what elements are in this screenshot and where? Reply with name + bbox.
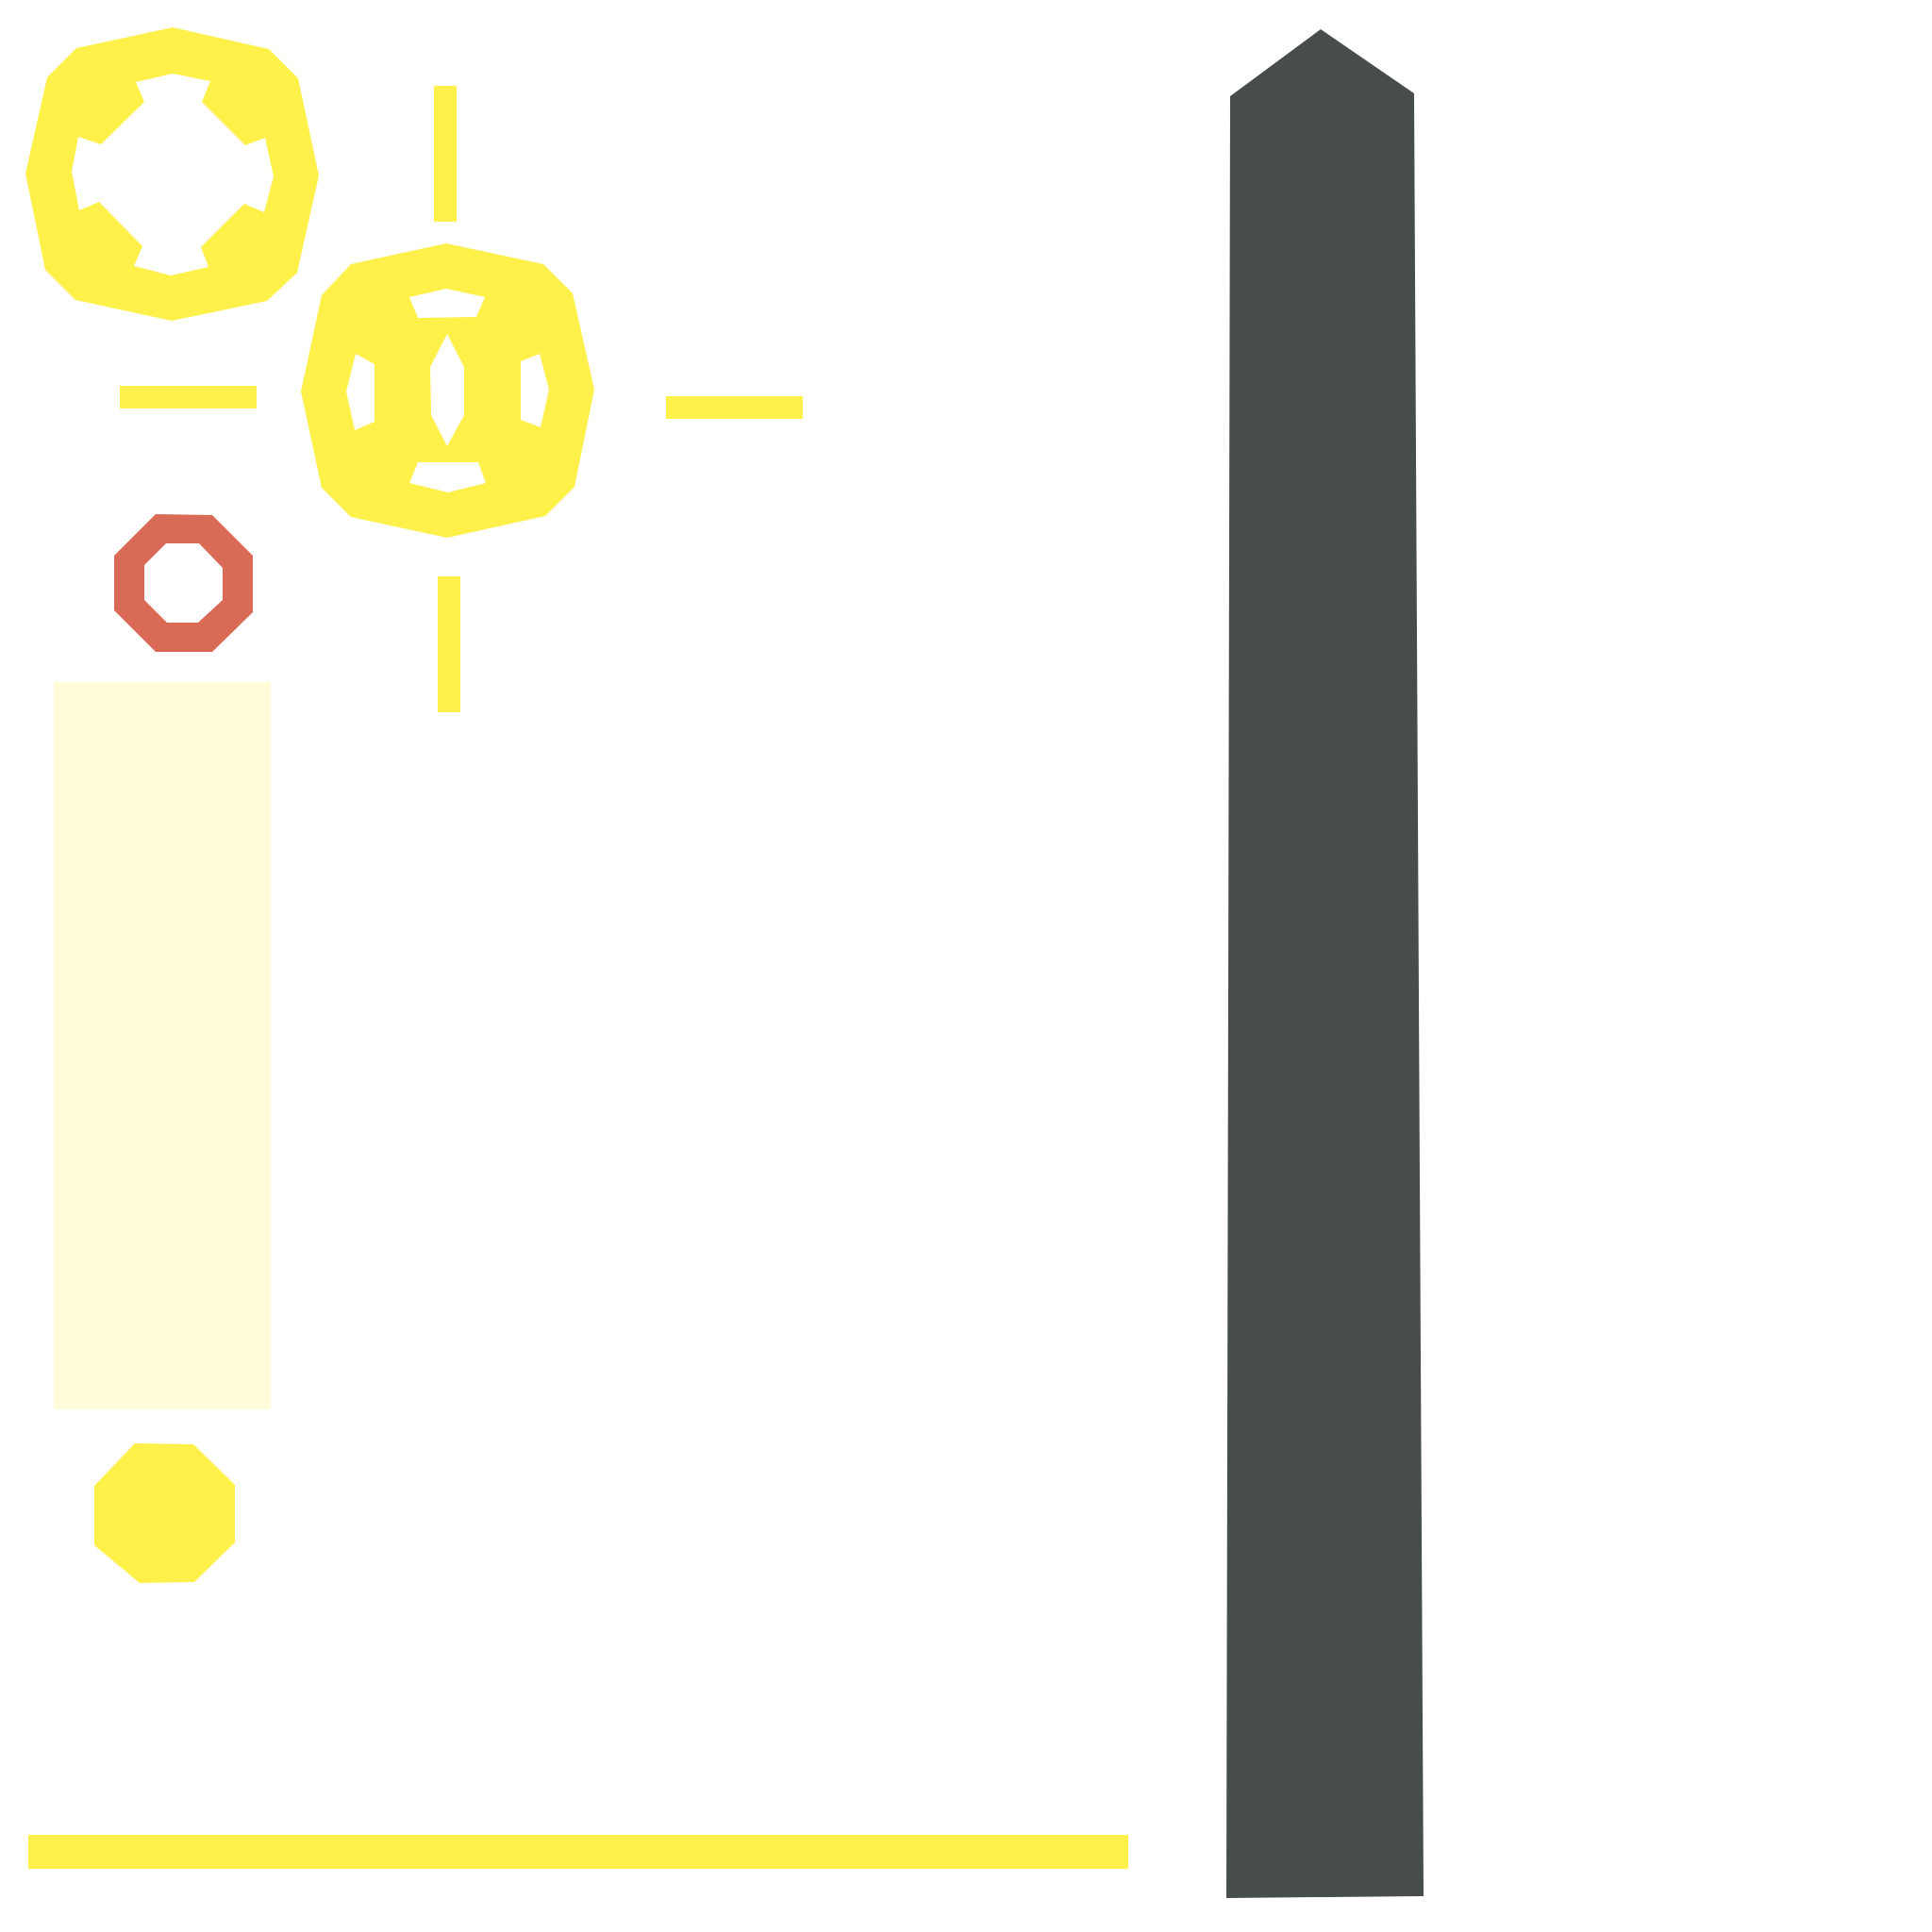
medallion-target-body — [301, 243, 594, 538]
crosshair-tick-top — [434, 86, 457, 222]
medallion-cross-body — [25, 27, 319, 321]
crosshair-tick-bottom — [438, 576, 460, 712]
translucent-panel — [54, 682, 271, 1409]
octagon-ring-icon[interactable] — [114, 514, 253, 652]
floor-strip — [28, 1835, 1128, 1869]
octagon-ring-body — [114, 514, 253, 652]
octagon-coin-icon[interactable] — [94, 1443, 235, 1583]
crosshair-tick-left — [120, 386, 257, 408]
crosshair-tick-icon — [120, 86, 803, 712]
medallion-cross-icon[interactable] — [25, 27, 319, 321]
crosshair-tick-right — [666, 396, 803, 419]
obelisk-pillar-icon — [1226, 29, 1424, 1898]
medallion-target-icon[interactable] — [301, 243, 594, 538]
